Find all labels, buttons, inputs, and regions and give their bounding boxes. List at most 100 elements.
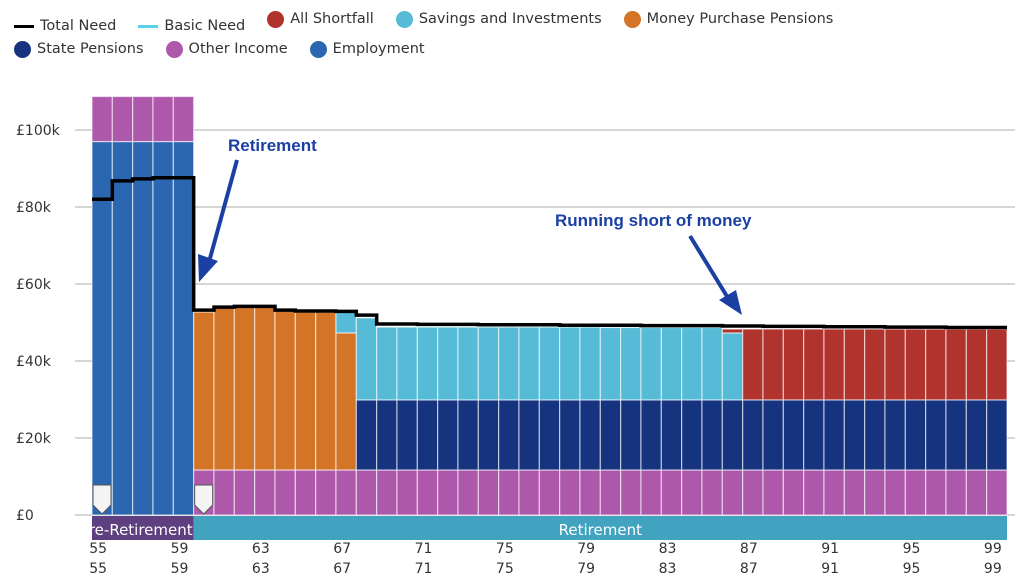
bar-segment-other-income <box>579 469 601 516</box>
x-tick-label: 87 <box>740 541 758 557</box>
legend-item-money-purchase-pensions[interactable]: Money Purchase Pensions <box>623 8 833 31</box>
bar-segment-state-pensions <box>965 399 988 471</box>
bar-segment-other-income <box>396 469 418 516</box>
phase-band-0 <box>92 516 194 540</box>
bar-segment-other-income <box>315 469 337 516</box>
bar-segment-all-shortfall <box>742 328 764 401</box>
legend-item-total-need[interactable]: Total Need <box>14 15 116 38</box>
bar-segment-other-income <box>965 469 988 516</box>
legend-dot-icon <box>623 11 641 28</box>
y-tick-label: £20k <box>16 431 52 447</box>
milestone-marker-icon[interactable] <box>92 484 112 515</box>
bar-segment-money-purchase-pensions <box>193 311 215 471</box>
bar-segment-state-pensions <box>782 399 805 471</box>
legend-item-savings-and-investments[interactable]: Savings and Investments <box>395 8 602 31</box>
bar-segment-other-income <box>111 95 134 143</box>
bar-segment-other-income <box>91 95 113 143</box>
legend-line-icon <box>138 25 159 28</box>
bar-segment-other-income <box>213 469 235 516</box>
bar-segment-state-pensions <box>843 399 866 471</box>
bar-segment-all-shortfall <box>925 328 947 401</box>
legend-item-all-shortfall[interactable]: All Shortfall <box>267 8 374 31</box>
bar-segment-employment <box>132 140 154 516</box>
bar-segment-other-income <box>172 95 195 143</box>
bar-segment-other-income <box>823 469 845 516</box>
x-tick-label: 55 <box>89 541 107 557</box>
bar-segment-state-pensions <box>681 399 703 471</box>
x-tick-label: 75 <box>496 561 514 577</box>
bar-segment-other-income <box>294 469 317 516</box>
bar-segment-state-pensions <box>457 399 479 471</box>
x-tick-label: 71 <box>415 541 433 557</box>
legend-item-basic-need[interactable]: Basic Need <box>138 15 245 38</box>
x-tick-label: 75 <box>496 541 514 557</box>
bar-segment-money-purchase-pensions <box>335 332 357 471</box>
bar-segment-other-income <box>416 469 439 516</box>
arrow-head-icon <box>198 254 218 282</box>
bar-segment-other-income <box>762 469 784 516</box>
x-tick-label: 67 <box>333 561 351 577</box>
bar-segment-money-purchase-pensions <box>274 310 296 471</box>
bar-segment-state-pensions <box>945 399 967 471</box>
bar-segment-state-pensions <box>762 399 784 471</box>
bar-segment-all-shortfall <box>823 328 845 401</box>
bar-segment-other-income <box>721 469 744 516</box>
x-tick-label: 63 <box>252 561 270 577</box>
bar-segment-all-shortfall <box>782 328 805 401</box>
bar-segment-state-pensions <box>559 399 581 471</box>
x-tick-label: 91 <box>821 561 839 577</box>
legend-item-other-income[interactable]: Other Income <box>165 38 288 61</box>
bar-segment-other-income <box>599 469 622 516</box>
bar-segment-state-pensions <box>518 399 540 471</box>
bar-segment-other-income <box>701 469 723 516</box>
bar-segment-other-income <box>660 469 683 516</box>
legend-label: Total Need <box>40 18 117 34</box>
bar-segment-state-pensions <box>579 399 601 471</box>
bar-segment-other-income <box>538 469 561 516</box>
phase-band-1 <box>193 516 1007 540</box>
annotation-arrow-shaft <box>207 159 239 263</box>
bar-segment-money-purchase-pensions <box>213 307 235 471</box>
bar-segment-other-income <box>925 469 947 516</box>
bar-segment-state-pensions <box>904 399 927 471</box>
bar-segment-savings-and-investments <box>477 326 500 401</box>
bar-segment-other-income <box>152 95 174 143</box>
bar-segment-other-income <box>335 469 357 516</box>
bar-segment-savings-and-investments <box>620 326 642 401</box>
legend-label: All Shortfall <box>290 11 374 27</box>
milestone-marker-icon[interactable] <box>194 484 214 515</box>
x-tick-label: 83 <box>659 561 677 577</box>
legend-item-employment[interactable]: Employment <box>309 38 425 61</box>
bar-segment-other-income <box>803 469 825 516</box>
legend-item-state-pensions[interactable]: State Pensions <box>14 38 144 61</box>
bar-segment-other-income <box>742 469 764 516</box>
bar-segment-state-pensions <box>355 399 378 471</box>
bar-segment-state-pensions <box>437 399 459 471</box>
bar-segment-other-income <box>884 469 906 516</box>
x-tick-label: 79 <box>577 561 595 577</box>
legend-label: Other Income <box>188 41 288 57</box>
bar-segment-state-pensions <box>660 399 683 471</box>
annotation-running-short: Running short of money <box>555 211 752 230</box>
x-tick-label: 95 <box>903 561 921 577</box>
bar-segment-state-pensions <box>701 399 723 471</box>
legend-label: Savings and Investments <box>418 11 602 27</box>
bar-segment-other-income <box>945 469 967 516</box>
bar-segment-savings-and-investments <box>599 326 622 401</box>
x-tick-label: 87 <box>740 561 758 577</box>
x-tick-label: 59 <box>171 561 189 577</box>
bar-segment-other-income <box>640 469 662 516</box>
bar-segment-other-income <box>274 469 296 516</box>
bar-segment-state-pensions <box>925 399 947 471</box>
bar-segment-savings-and-investments <box>681 326 703 401</box>
bar-segment-savings-and-investments <box>559 326 581 401</box>
bar-segment-all-shortfall <box>904 328 927 401</box>
bar-segment-state-pensions <box>620 399 642 471</box>
bar-segment-all-shortfall <box>721 328 744 334</box>
bar-segment-money-purchase-pensions <box>294 311 317 471</box>
bar-segment-state-pensions <box>538 399 561 471</box>
x-tick-label: 95 <box>903 541 921 557</box>
bar-segment-savings-and-investments <box>498 326 520 401</box>
bar-segment-state-pensions <box>477 399 500 471</box>
bar-segment-all-shortfall <box>762 328 784 401</box>
